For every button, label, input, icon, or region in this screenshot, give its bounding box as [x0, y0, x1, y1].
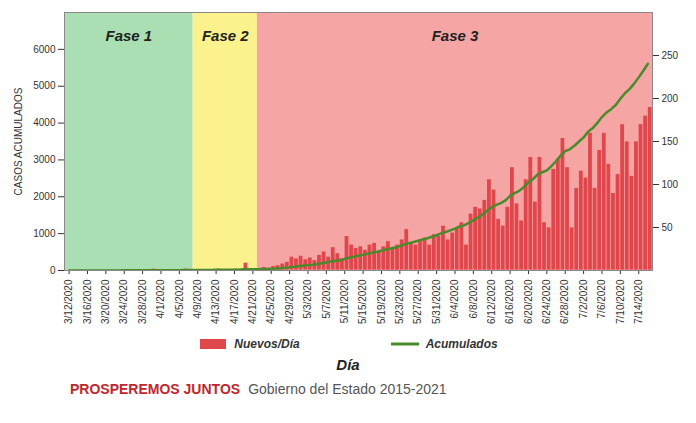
svg-text:100: 100: [662, 179, 679, 190]
svg-text:6/8/2020: 6/8/2020: [468, 279, 479, 318]
svg-text:6/28/2020: 6/28/2020: [559, 279, 570, 324]
svg-text:4000: 4000: [33, 117, 56, 128]
svg-text:7/10/2020: 7/10/2020: [615, 279, 626, 324]
svg-text:4/9/2020: 4/9/2020: [192, 279, 203, 318]
html-text:PROSPEREMOS JUNTOS: PROSPEREMOS JUNTOS: [70, 381, 241, 397]
svg-text:6/12/2020: 6/12/2020: [486, 279, 497, 324]
svg-text:7/2/2020: 7/2/2020: [578, 279, 589, 318]
svg-text:3/16/2020: 3/16/2020: [82, 279, 93, 324]
svg-text:4/17/2020: 4/17/2020: [229, 279, 240, 324]
html-text:Gobierno del Estado 2015-2021: Gobierno del Estado 2015-2021: [248, 381, 447, 397]
svg-text:5000: 5000: [33, 80, 56, 91]
svg-text:5/3/2020: 5/3/2020: [302, 279, 313, 318]
svg-text:5/11/2020: 5/11/2020: [339, 279, 350, 323]
svg-text:6/20/2020: 6/20/2020: [523, 279, 534, 324]
svg-text:4/1/2020: 4/1/2020: [155, 279, 166, 318]
svg-text:6000: 6000: [33, 44, 56, 55]
svg-text:4/25/2020: 4/25/2020: [265, 279, 276, 324]
svg-text:7/6/2020: 7/6/2020: [596, 279, 607, 318]
svg-text:6/4/2020: 6/4/2020: [449, 279, 460, 318]
svg-text:Fase 3: Fase 3: [432, 27, 479, 44]
svg-text:5/23/2020: 5/23/2020: [394, 279, 405, 324]
svg-text:Fase 1: Fase 1: [105, 27, 152, 44]
svg-text:4/21/2020: 4/21/2020: [247, 279, 258, 324]
svg-text:4/29/2020: 4/29/2020: [284, 279, 295, 324]
svg-text:200: 200: [662, 93, 679, 104]
svg-text:4/5/2020: 4/5/2020: [174, 279, 185, 318]
svg-text:5/19/2020: 5/19/2020: [376, 279, 387, 324]
svg-text:50: 50: [662, 222, 674, 233]
svg-text:7/14/2020: 7/14/2020: [633, 279, 644, 324]
svg-text:3000: 3000: [33, 154, 56, 165]
html-text:Nuevos/Día: Nuevos/Día: [234, 337, 300, 351]
svg-text:3/20/2020: 3/20/2020: [100, 279, 111, 324]
svg-text:4/13/2020: 4/13/2020: [210, 279, 221, 324]
svg-text:5/15/2020: 5/15/2020: [357, 279, 368, 324]
svg-text:0: 0: [50, 265, 56, 276]
svg-text:150: 150: [662, 136, 679, 147]
svg-text:CASOS ACUMULADOS: CASOS ACUMULADOS: [13, 87, 24, 195]
svg-text:Fase 2: Fase 2: [202, 27, 249, 44]
svg-text:3/24/2020: 3/24/2020: [118, 279, 129, 324]
svg-text:2000: 2000: [33, 191, 56, 202]
svg-text:3/28/2020: 3/28/2020: [137, 279, 148, 324]
svg-text:5/27/2020: 5/27/2020: [412, 279, 423, 324]
html-text:Día: Día: [336, 356, 360, 373]
html-text:Acumulados: Acumulados: [425, 337, 498, 351]
svg-text:250: 250: [662, 50, 679, 61]
svg-text:1000: 1000: [33, 228, 56, 239]
svg-text:5/7/2020: 5/7/2020: [321, 279, 332, 318]
svg-text:3/12/2020: 3/12/2020: [63, 279, 74, 324]
svg-text:5/31/2020: 5/31/2020: [431, 279, 442, 324]
svg-text:6/16/2020: 6/16/2020: [504, 279, 515, 324]
svg-text:6/24/2020: 6/24/2020: [541, 279, 552, 324]
